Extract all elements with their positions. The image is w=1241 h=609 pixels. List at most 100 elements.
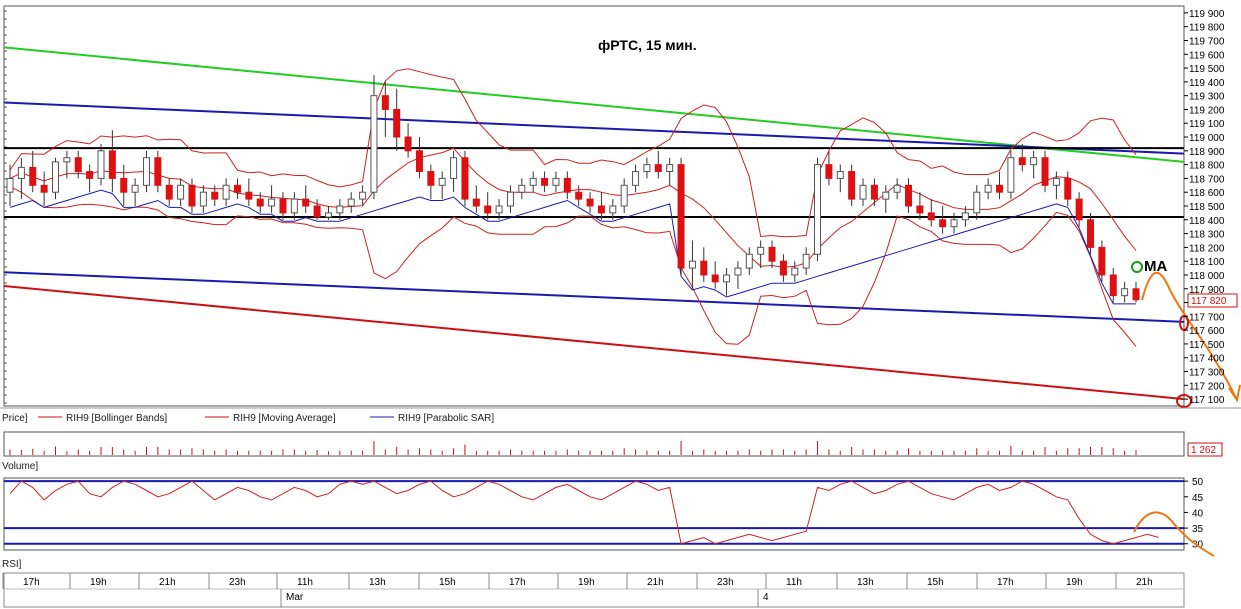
time-tick-label: 19h (90, 577, 107, 588)
time-axis-ticks: 17h 19h 21h 23h 11h 13h 15h 17h 19h 21h 23h 11h 13h 1… (2, 573, 1153, 607)
candle-up (882, 191, 890, 200)
candle-up (666, 164, 674, 173)
candle-down (586, 198, 594, 207)
candle-down (1018, 157, 1026, 166)
price-grid (4, 10, 7, 404)
time-tick-label: 19h (578, 577, 595, 588)
candle-up (814, 164, 822, 255)
rsi-tick-label: 50 (1192, 477, 1204, 488)
moving-average-line (9, 147, 1137, 268)
candle-up (723, 274, 731, 283)
trendline-blue-upper (3, 101, 1185, 155)
candle-down (415, 150, 423, 173)
price-tick-label: 119 000 (1189, 133, 1225, 144)
candle-down (381, 95, 389, 110)
candle-up (1007, 157, 1015, 193)
candle-up (836, 171, 844, 179)
time-tick-label: 19h (1066, 577, 1083, 588)
candle-up (950, 219, 958, 228)
price-tick-label: 119 800 (1189, 23, 1225, 34)
candle-down (1064, 177, 1072, 200)
candles (6, 74, 1140, 303)
volume-bars (9, 441, 1137, 455)
price-tick-label: 118 100 (1189, 257, 1225, 268)
bollinger-bands (9, 68, 1137, 347)
legend-price: Price] (2, 413, 28, 424)
rsi-tick-label: 40 (1192, 508, 1204, 519)
candle-down (779, 260, 787, 276)
candle-down (927, 212, 935, 221)
candle-up (757, 246, 765, 255)
price-tick-label: 118 700 (1189, 174, 1225, 185)
time-axis (3, 572, 1185, 608)
rsi-tick-label: 45 (1192, 493, 1204, 504)
bollinger-upper (9, 68, 1137, 238)
price-tick-label: 118 300 (1189, 230, 1225, 241)
candle-down (279, 198, 287, 214)
candle-down (996, 184, 1004, 193)
candle-up (552, 177, 560, 186)
candle-up (438, 177, 446, 186)
trendlines (3, 46, 1185, 401)
time-tick-label: 17h (23, 577, 40, 588)
candle-up (222, 184, 230, 200)
forecast-arrowhead-price (1228, 384, 1241, 403)
candle-up (63, 157, 71, 163)
candle-up (632, 171, 640, 186)
candle-down (233, 184, 241, 193)
candle-down (74, 157, 82, 173)
candle-up (17, 166, 25, 179)
price-tick-label: 117 400 (1189, 354, 1225, 365)
candle-up (336, 205, 344, 214)
time-tick-label: 21h (647, 577, 664, 588)
candle-up (734, 267, 742, 276)
candle-down (120, 177, 128, 193)
candle-down (427, 171, 435, 186)
volume-value: 1 262 (1191, 445, 1216, 456)
candle-down (1087, 219, 1095, 248)
candle-down (188, 184, 196, 207)
price-tick-label: 119 200 (1189, 105, 1225, 116)
candle-down (677, 164, 685, 269)
candle-up (347, 198, 355, 207)
candle-down (165, 184, 173, 200)
price-tick-label: 117 300 (1189, 368, 1225, 379)
candle-up (1052, 177, 1060, 186)
price-tick-label: 119 900 (1189, 9, 1225, 20)
candle-down (1109, 274, 1117, 297)
price-tick-label: 118 000 (1189, 271, 1225, 282)
price-tick-label: 118 600 (1189, 188, 1225, 199)
time-tick-label: 21h (159, 577, 176, 588)
target-marker-2 (1176, 394, 1192, 408)
volume-label: Volume] (2, 461, 38, 472)
forecast-arrow-price (1141, 271, 1237, 399)
candle-down (597, 205, 605, 214)
candle-down (393, 108, 401, 138)
candle-up (1030, 157, 1038, 166)
price-tick-label: 117 200 (1189, 381, 1225, 392)
price-tick-label: 118 400 (1189, 216, 1225, 227)
trendline-green (3, 46, 1185, 163)
candle-down (654, 164, 662, 173)
legend-bb: RIH9 [Bollinger Bands] (66, 413, 167, 424)
time-tick-label: 23h (717, 577, 734, 588)
candle-down (825, 164, 833, 179)
candle-up (961, 212, 969, 221)
candle-down (1132, 288, 1140, 301)
candle-up (791, 267, 799, 276)
candle-up (518, 184, 526, 193)
candle-up (6, 177, 14, 193)
rsi-tick-label: 35 (1192, 524, 1204, 535)
forecast-arrow-rsi (1133, 511, 1215, 557)
time-tick-label: 17h (509, 577, 526, 588)
candle-up (620, 184, 628, 207)
candle-up (893, 184, 901, 193)
price-tick-label: 117 700 (1189, 312, 1225, 323)
candle-up (643, 164, 651, 173)
candle-up (324, 212, 332, 218)
candle-up (268, 198, 276, 207)
rsi-line (4, 480, 1184, 545)
candle-up (506, 191, 514, 207)
price-tick-label: 117 500 (1189, 340, 1225, 351)
